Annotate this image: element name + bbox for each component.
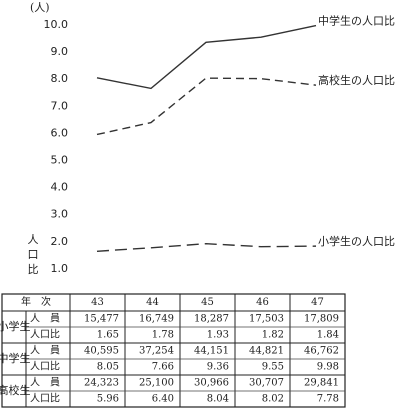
table-cell: 18,287 [194,314,229,325]
y-tick-label: 3.0 [51,208,69,221]
table-header: 年 次 [21,295,51,308]
table-cell: 1.78 [152,330,174,341]
y-unit: (人) [30,1,50,14]
table-cell: 16,749 [139,314,174,325]
table-cell: 8.02 [262,394,284,405]
table-header: 45 [201,297,214,308]
table-cell: 30,707 [249,378,284,389]
y-label: 比 [28,263,39,276]
series-label: 小学生の人口比 [318,234,395,248]
table-cell: 24,323 [84,378,119,389]
y-tick-label: 8.0 [51,72,69,85]
table-cell: 44,821 [249,346,284,357]
table-header: 47 [311,297,324,308]
table-cell: 30,966 [194,378,229,389]
table-cell: 15,477 [84,314,119,325]
row-label: 人 員 [30,313,60,325]
series-line [96,242,317,252]
table-cell: 1.93 [207,330,229,341]
table-header: 44 [146,297,159,308]
row-label: 人口比 [30,393,60,405]
y-tick-label: 4.0 [51,181,69,194]
group-label: 小学生 [0,319,31,333]
table-cell: 8.04 [207,394,229,405]
y-tick-label: 2.0 [51,235,69,248]
table-cell: 6.40 [152,394,174,405]
table-cell: 17,809 [304,314,339,325]
table-cell: 29,841 [304,378,339,389]
table-cell: 17,503 [249,314,284,325]
y-tick-label: 7.0 [51,99,69,112]
table-cell: 7.66 [152,362,174,373]
table-header: 46 [256,297,269,308]
y-label: 口 [28,248,39,261]
table-cell: 44,151 [194,346,229,357]
series-line [96,77,317,136]
row-label: 人口比 [30,361,60,373]
y-tick-label: 1.0 [51,262,69,275]
table-cell: 8.05 [97,362,119,373]
table-cell: 40,595 [84,346,119,357]
series-label: 中学生の人口比 [318,14,395,28]
y-label: 人 [28,233,39,246]
table-cell: 9.55 [262,362,284,373]
series-label: 高校生の人口比 [318,73,395,87]
table-cell: 5.96 [97,394,119,405]
table-cell: 9.98 [317,362,339,373]
row-label: 人 員 [30,345,60,357]
row-label: 人口比 [30,329,60,341]
table-cell: 1.84 [317,330,339,341]
group-label: 中学生 [0,351,31,365]
y-tick-label: 6.0 [51,126,69,139]
table-cell: 37,254 [139,346,174,357]
table-cell: 46,762 [304,346,339,357]
series-line [96,24,317,90]
table-cell: 1.65 [97,330,119,341]
table-cell: 1.82 [262,330,284,341]
group-label: 高校生 [0,383,31,397]
table-cell: 25,100 [139,378,174,389]
table-cell: 7.78 [317,394,339,405]
y-tick-label: 10.0 [44,18,69,31]
table-header: 43 [91,297,104,308]
table-cell: 9.36 [207,362,229,373]
row-label: 人 員 [30,377,60,389]
y-tick-label: 5.0 [51,154,69,167]
y-tick-label: 9.0 [51,45,69,58]
